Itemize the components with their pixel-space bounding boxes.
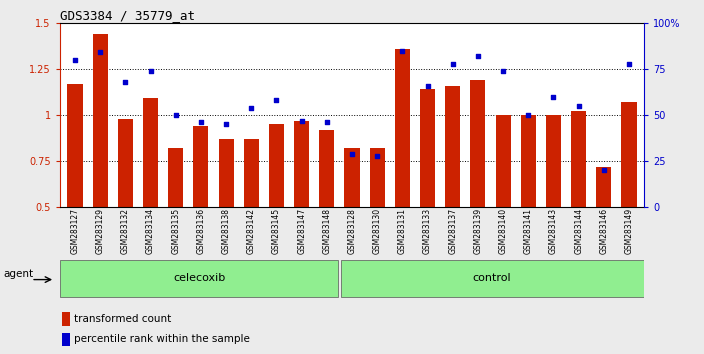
Point bbox=[271, 97, 282, 103]
Text: GSM283134: GSM283134 bbox=[146, 208, 155, 254]
Point bbox=[422, 83, 433, 88]
Bar bbox=[546, 115, 561, 207]
Bar bbox=[118, 119, 133, 207]
Bar bbox=[470, 80, 486, 207]
Text: GSM283137: GSM283137 bbox=[448, 208, 457, 254]
Bar bbox=[294, 121, 309, 207]
Text: GDS3384 / 35779_at: GDS3384 / 35779_at bbox=[60, 9, 195, 22]
Bar bbox=[344, 148, 360, 207]
Bar bbox=[93, 34, 108, 207]
Point bbox=[372, 153, 383, 158]
Text: GSM283135: GSM283135 bbox=[171, 208, 180, 254]
Text: GSM283144: GSM283144 bbox=[574, 208, 583, 254]
Text: GSM283132: GSM283132 bbox=[121, 208, 130, 254]
Text: GSM283142: GSM283142 bbox=[247, 208, 256, 254]
Text: GSM283146: GSM283146 bbox=[599, 208, 608, 254]
Point bbox=[598, 167, 610, 173]
Bar bbox=[496, 115, 510, 207]
Text: GSM283147: GSM283147 bbox=[297, 208, 306, 254]
Text: GSM283131: GSM283131 bbox=[398, 208, 407, 254]
Text: GSM283139: GSM283139 bbox=[473, 208, 482, 254]
Bar bbox=[269, 124, 284, 207]
Text: GSM283127: GSM283127 bbox=[70, 208, 80, 254]
Bar bbox=[445, 86, 460, 207]
Point bbox=[397, 48, 408, 53]
Text: agent: agent bbox=[3, 269, 33, 279]
Point bbox=[321, 120, 332, 125]
Text: GSM283145: GSM283145 bbox=[272, 208, 281, 254]
Point bbox=[346, 151, 358, 156]
Bar bbox=[62, 333, 70, 346]
Bar bbox=[218, 139, 234, 207]
Text: transformed count: transformed count bbox=[74, 314, 171, 324]
Point bbox=[624, 61, 635, 66]
Point bbox=[498, 68, 509, 74]
Point bbox=[522, 112, 534, 118]
Text: GSM283143: GSM283143 bbox=[549, 208, 558, 254]
Bar bbox=[68, 84, 82, 207]
Bar bbox=[60, 261, 337, 297]
Point bbox=[170, 112, 182, 118]
Point bbox=[120, 79, 131, 85]
Point bbox=[69, 57, 80, 63]
Bar bbox=[143, 98, 158, 207]
Point bbox=[246, 105, 257, 110]
Bar bbox=[370, 148, 385, 207]
Bar bbox=[596, 167, 611, 207]
Bar bbox=[341, 261, 645, 297]
Bar bbox=[571, 112, 586, 207]
Point bbox=[447, 61, 458, 66]
Bar bbox=[521, 115, 536, 207]
Point bbox=[573, 103, 584, 109]
Text: GSM283130: GSM283130 bbox=[372, 208, 382, 254]
Text: control: control bbox=[472, 273, 511, 283]
Bar bbox=[622, 102, 636, 207]
Bar bbox=[420, 89, 435, 207]
Point bbox=[195, 120, 206, 125]
Point bbox=[94, 50, 106, 55]
Text: percentile rank within the sample: percentile rank within the sample bbox=[74, 335, 250, 344]
Point bbox=[472, 53, 484, 59]
Text: GSM283140: GSM283140 bbox=[498, 208, 508, 254]
Point bbox=[296, 118, 307, 124]
Text: GSM283129: GSM283129 bbox=[96, 208, 105, 254]
Text: GSM283128: GSM283128 bbox=[348, 208, 356, 254]
Bar bbox=[168, 148, 183, 207]
Bar bbox=[319, 130, 334, 207]
Text: GSM283136: GSM283136 bbox=[196, 208, 206, 254]
Text: celecoxib: celecoxib bbox=[173, 273, 226, 283]
Text: GSM283133: GSM283133 bbox=[423, 208, 432, 254]
Text: GSM283141: GSM283141 bbox=[524, 208, 533, 254]
Text: GSM283149: GSM283149 bbox=[624, 208, 634, 254]
Point bbox=[548, 94, 559, 99]
Text: GSM283148: GSM283148 bbox=[322, 208, 332, 254]
Point bbox=[220, 121, 232, 127]
Bar bbox=[244, 139, 259, 207]
Text: GSM283138: GSM283138 bbox=[222, 208, 231, 254]
Point bbox=[145, 68, 156, 74]
Bar bbox=[194, 126, 208, 207]
Bar bbox=[395, 49, 410, 207]
Bar bbox=[62, 312, 70, 326]
